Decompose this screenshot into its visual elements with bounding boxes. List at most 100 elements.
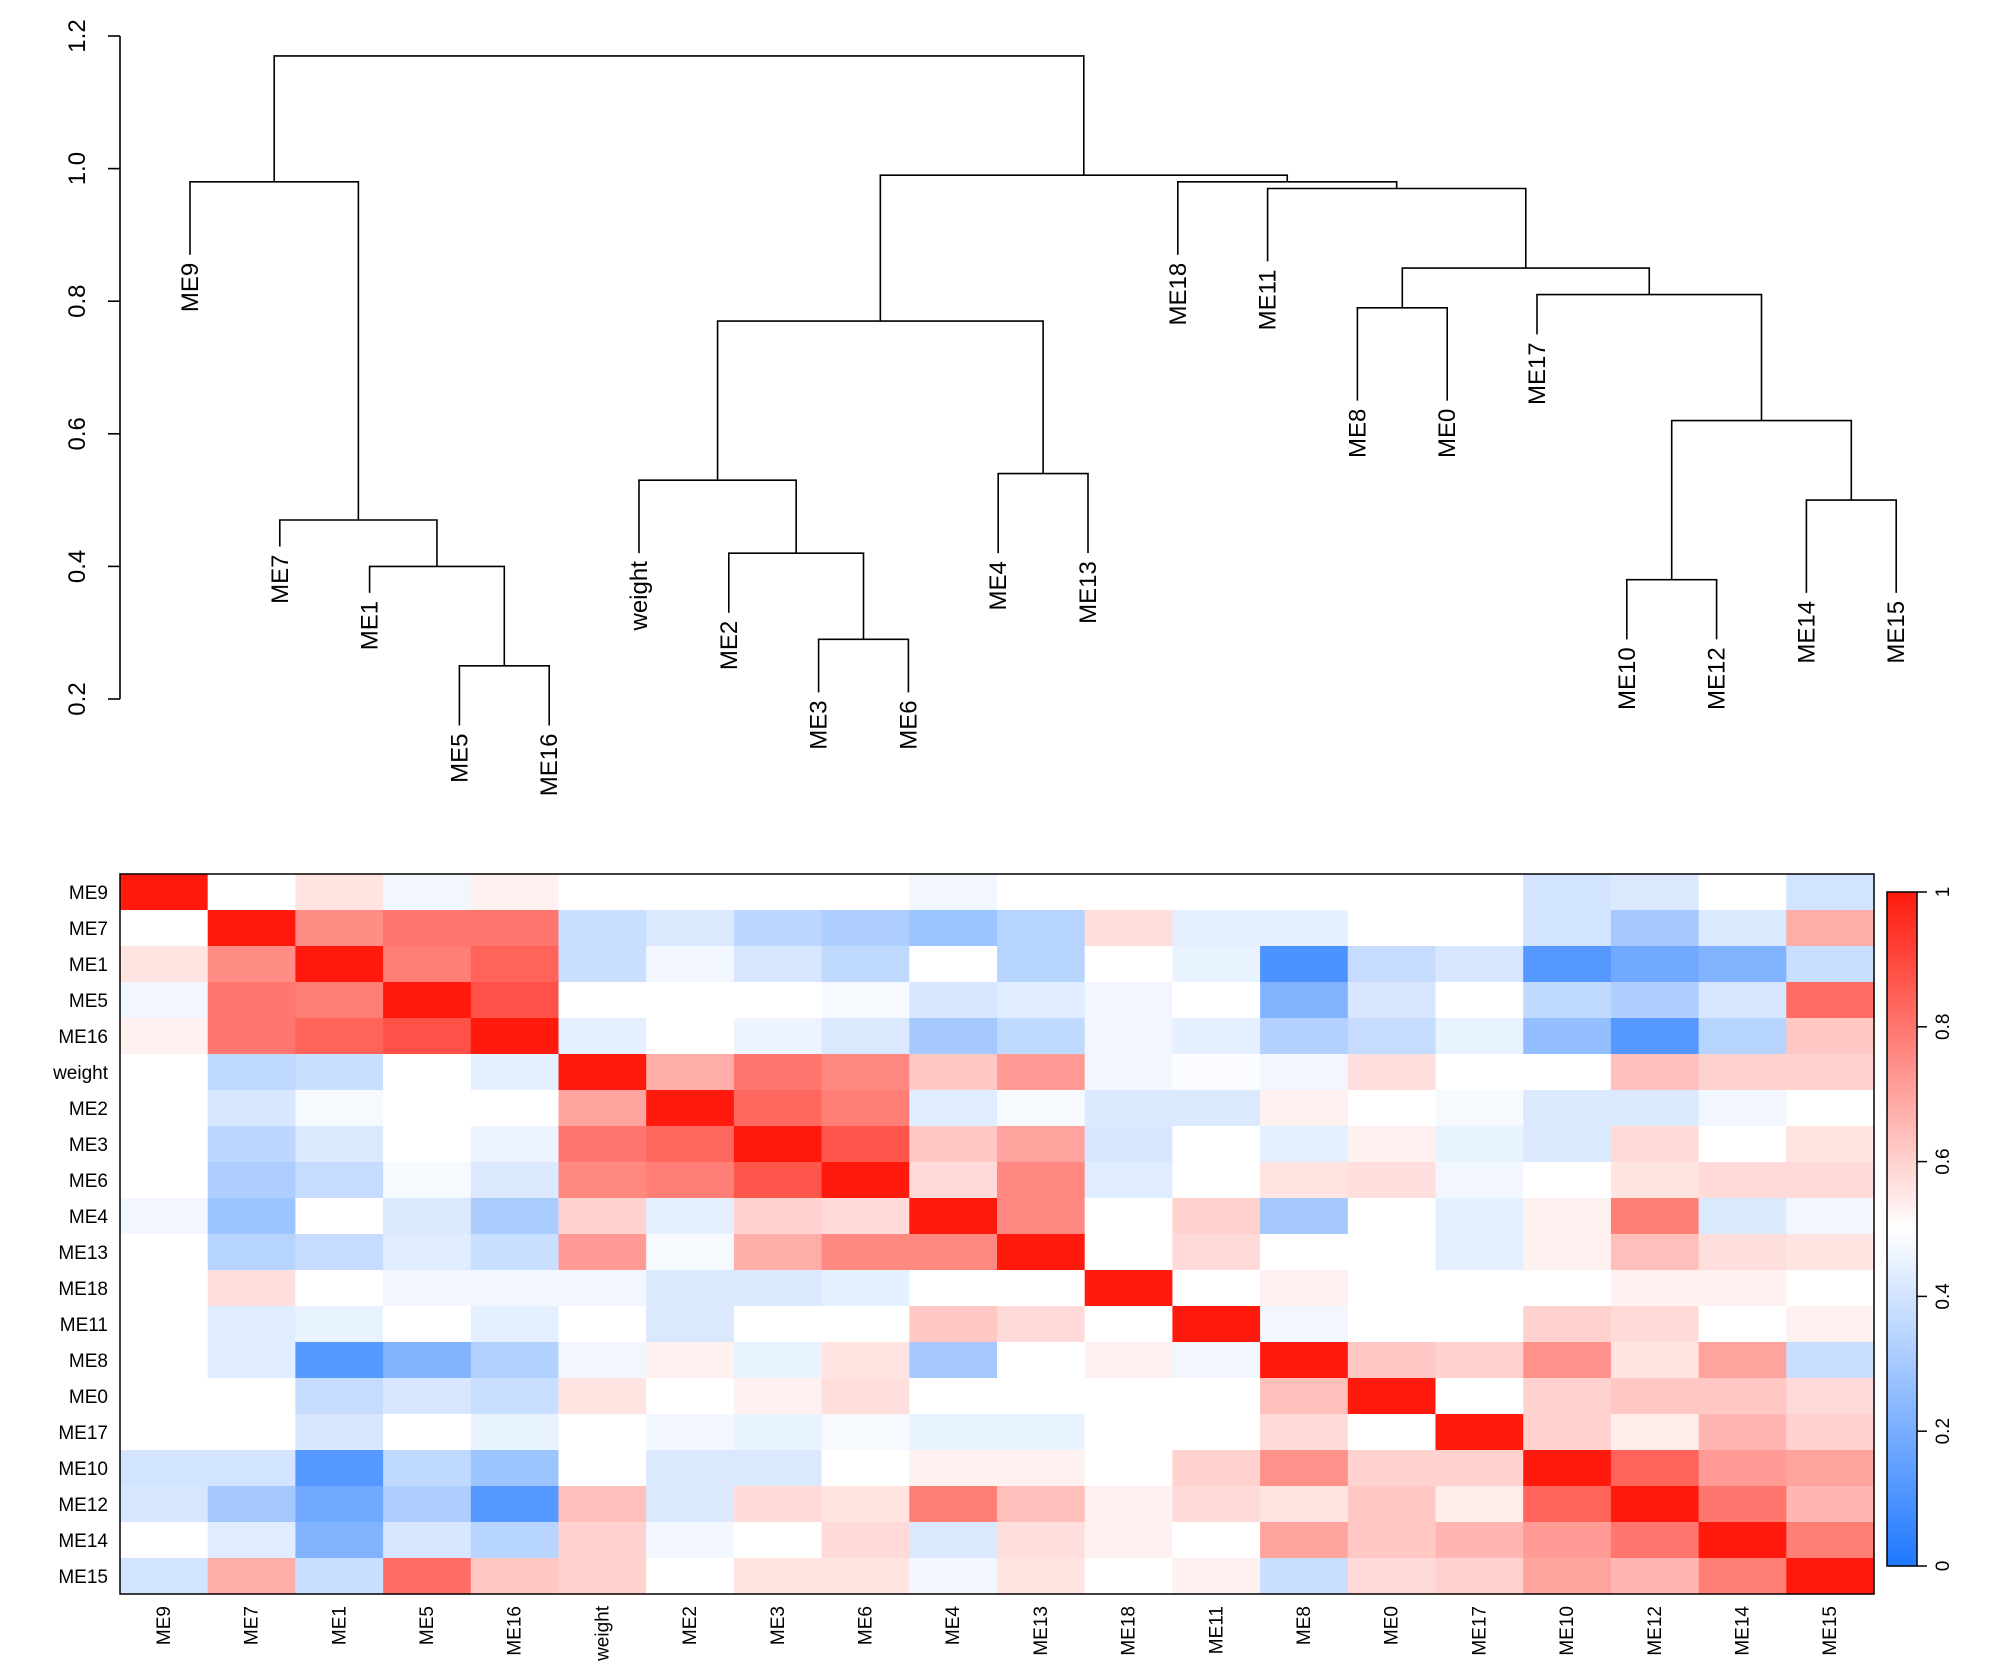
color-legend-tick-label: 0.2 xyxy=(1933,1418,1954,1444)
heatmap-cell xyxy=(470,910,560,947)
heatmap-cell xyxy=(1610,1450,1700,1487)
heatmap-cells xyxy=(120,874,1875,1595)
heatmap-cell xyxy=(207,1270,296,1307)
heatmap-column-label: ME16 xyxy=(505,1606,526,1656)
heatmap-cell xyxy=(383,1234,472,1271)
heatmap-cell xyxy=(207,1090,296,1127)
heatmap-row-label: ME17 xyxy=(58,1423,108,1444)
heatmap-cell xyxy=(1610,910,1700,947)
heatmap-cell xyxy=(207,1018,296,1055)
heatmap-column-label: weight xyxy=(592,1605,613,1662)
heatmap-column-label: ME5 xyxy=(417,1606,438,1645)
heatmap-cell xyxy=(1260,946,1349,983)
color-legend-tick-label: 0.6 xyxy=(1933,1148,1954,1174)
heatmap-cell xyxy=(558,1378,647,1415)
heatmap-cell xyxy=(295,1270,384,1307)
heatmap-cell xyxy=(997,1126,1086,1163)
heatmap-row-label: ME7 xyxy=(69,919,108,940)
heatmap-cell xyxy=(1347,1234,1437,1271)
heatmap-cell xyxy=(1172,1558,1261,1595)
heatmap-cell xyxy=(646,1018,735,1055)
heatmap-cell xyxy=(1435,1018,1524,1055)
heatmap-cell xyxy=(383,1414,472,1451)
heatmap-cell xyxy=(558,1162,647,1199)
heatmap-cell xyxy=(909,1234,998,1271)
heatmap-cell xyxy=(646,1234,735,1271)
color-legend-bar xyxy=(1886,891,1918,1567)
heatmap-cell xyxy=(821,1558,910,1595)
heatmap-cell xyxy=(558,946,647,983)
heatmap-cell xyxy=(1523,1306,1612,1343)
leaf-label: ME12 xyxy=(1704,647,1731,710)
heatmap-cell xyxy=(558,1306,647,1343)
dendrogram-branch xyxy=(189,181,360,520)
heatmap-cell xyxy=(1435,910,1524,947)
heatmap-cell xyxy=(1523,1162,1612,1199)
heatmap-cell xyxy=(1698,1558,1787,1595)
heatmap-cell xyxy=(1610,946,1700,983)
dendrogram-branch xyxy=(997,472,1089,554)
heatmap-cell xyxy=(207,910,296,947)
heatmap-cell xyxy=(646,1450,735,1487)
heatmap-cell xyxy=(383,1450,472,1487)
heatmap-cell xyxy=(558,1198,647,1235)
heatmap-column-label: ME11 xyxy=(1206,1606,1227,1654)
heatmap-cell xyxy=(733,910,823,947)
heatmap-cell xyxy=(470,1162,560,1199)
heatmap-cell xyxy=(558,1234,647,1271)
heatmap-cell xyxy=(909,1450,998,1487)
heatmap-cell xyxy=(1347,982,1437,1019)
heatmap-cell xyxy=(207,1558,296,1595)
heatmap-cell xyxy=(1786,1342,1875,1379)
heatmap-row-label: ME2 xyxy=(69,1099,108,1120)
heatmap-cell xyxy=(295,1486,384,1523)
heatmap-cell xyxy=(1347,1198,1437,1235)
heatmap-cell xyxy=(909,1414,998,1451)
heatmap-cell xyxy=(1786,1414,1875,1451)
y-axis-tick-label: 1.2 xyxy=(64,19,91,52)
heatmap-cell xyxy=(1435,1306,1524,1343)
heatmap-cell xyxy=(997,1198,1086,1235)
heatmap-cell xyxy=(997,1162,1086,1199)
heatmap-cell xyxy=(909,1270,998,1307)
heatmap-cell xyxy=(1698,1126,1787,1163)
heatmap-cell xyxy=(646,874,735,911)
heatmap-cell xyxy=(1786,874,1875,911)
heatmap-row-label: ME13 xyxy=(58,1243,108,1264)
heatmap-cell xyxy=(120,1486,209,1523)
heatmap-row-label: weight xyxy=(52,1063,109,1084)
heatmap-cell xyxy=(1698,982,1787,1019)
heatmap-cell xyxy=(558,1270,647,1307)
heatmap-cell xyxy=(470,1342,560,1379)
heatmap-cell xyxy=(646,1522,735,1559)
heatmap-cell xyxy=(383,1090,472,1127)
dendrogram-branch xyxy=(638,479,797,554)
heatmap-cell xyxy=(207,1414,296,1451)
heatmap-cell xyxy=(295,1342,384,1379)
leaf-label: ME8 xyxy=(1344,409,1371,458)
eigengene-dendrogram: 0.2 0.4 0.6 0.8 1.0 1.2 ME9 ME7 ME1 ME5 ME16 weigh… xyxy=(64,19,1910,796)
heatmap-cell xyxy=(1347,874,1437,911)
heatmap-cell xyxy=(1172,1270,1261,1307)
heatmap-cell xyxy=(1698,910,1787,947)
heatmap-cell xyxy=(1523,1018,1612,1055)
heatmap-cell xyxy=(1786,946,1875,983)
heatmap-cell xyxy=(1610,982,1700,1019)
heatmap-row-label: ME5 xyxy=(69,991,108,1012)
heatmap-cell xyxy=(733,1414,823,1451)
heatmap-cell xyxy=(558,1414,647,1451)
heatmap-cell xyxy=(1260,1558,1349,1595)
heatmap-cell xyxy=(733,1306,823,1343)
heatmap-cell xyxy=(997,1450,1086,1487)
color-legend-tick-label: 0 xyxy=(1933,1561,1954,1572)
dendrogram-leaf-labels: ME9 ME7 ME1 ME5 ME16 weight ME2 ME3 ME6 ME4 ME13 ME… xyxy=(177,263,1910,796)
heatmap-cell xyxy=(997,946,1086,983)
heatmap-cell xyxy=(997,1090,1086,1127)
heatmap-cell xyxy=(997,1270,1086,1307)
heatmap-cell xyxy=(470,1090,560,1127)
heatmap-cell xyxy=(821,1414,910,1451)
color-legend: 0 0.2 0.4 0.6 0.8 1 xyxy=(1886,887,1954,1572)
heatmap-cell xyxy=(909,1126,998,1163)
heatmap-cell xyxy=(1435,1054,1524,1091)
heatmap-cell xyxy=(1698,874,1787,911)
